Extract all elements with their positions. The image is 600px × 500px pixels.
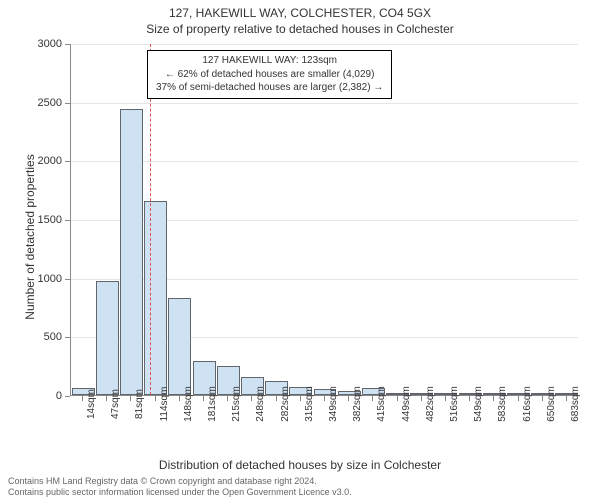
y-axis-ticks: 050010001500200025003000 xyxy=(0,44,66,396)
x-tick-label: 181sqm xyxy=(207,386,218,422)
chart-plot-area: 127 HAKEWILL WAY: 123sqm← 62% of detache… xyxy=(70,44,578,396)
x-tick-label: 549sqm xyxy=(473,386,484,422)
page-title-line2: Size of property relative to detached ho… xyxy=(0,22,600,36)
x-tick-label: 516sqm xyxy=(449,386,460,422)
y-tick-label: 2500 xyxy=(22,97,62,109)
x-tick-label: 683sqm xyxy=(570,386,581,422)
annotation-line: 37% of semi-detached houses are larger (… xyxy=(156,81,383,95)
footer-line-2: Contains public sector information licen… xyxy=(8,487,592,498)
x-tick-label: 482sqm xyxy=(425,386,436,422)
y-tick-label: 500 xyxy=(22,331,62,343)
x-tick-label: 415sqm xyxy=(376,386,387,422)
y-tick-label: 3000 xyxy=(22,38,62,50)
y-tick-label: 1000 xyxy=(22,273,62,285)
x-tick-label: 616sqm xyxy=(522,386,533,422)
x-tick-label: 47sqm xyxy=(110,389,121,419)
x-tick-label: 382sqm xyxy=(352,386,363,422)
footer-attribution: Contains HM Land Registry data © Crown c… xyxy=(0,474,600,500)
y-tick-label: 0 xyxy=(22,390,62,402)
histogram-bar xyxy=(96,281,119,395)
histogram-bar xyxy=(168,298,191,395)
x-tick-label: 315sqm xyxy=(304,386,315,422)
x-tick-label: 583sqm xyxy=(497,386,508,422)
y-tick-label: 1500 xyxy=(22,214,62,226)
x-tick-label: 81sqm xyxy=(134,389,145,419)
property-annotation-box: 127 HAKEWILL WAY: 123sqm← 62% of detache… xyxy=(147,50,392,99)
footer-line-1: Contains HM Land Registry data © Crown c… xyxy=(8,476,592,487)
x-tick-label: 14sqm xyxy=(86,389,97,419)
histogram-bar xyxy=(144,201,167,395)
x-tick-label: 449sqm xyxy=(401,386,412,422)
annotation-line: 127 HAKEWILL WAY: 123sqm xyxy=(156,54,383,68)
x-axis-ticks: 14sqm47sqm81sqm114sqm148sqm181sqm215sqm2… xyxy=(70,396,578,456)
x-tick-label: 215sqm xyxy=(231,386,242,422)
histogram-bar xyxy=(120,109,143,395)
y-tick-label: 2000 xyxy=(22,155,62,167)
page-title-line1: 127, HAKEWILL WAY, COLCHESTER, CO4 5GX xyxy=(0,6,600,20)
x-tick-label: 349sqm xyxy=(328,386,339,422)
x-axis-label: Distribution of detached houses by size … xyxy=(0,458,600,472)
x-tick-label: 114sqm xyxy=(159,387,170,422)
x-tick-label: 248sqm xyxy=(255,386,266,422)
x-tick-label: 650sqm xyxy=(546,386,557,422)
x-tick-label: 148sqm xyxy=(183,386,194,422)
x-tick-label: 282sqm xyxy=(280,386,291,422)
annotation-line: ← 62% of detached houses are smaller (4,… xyxy=(156,68,383,82)
